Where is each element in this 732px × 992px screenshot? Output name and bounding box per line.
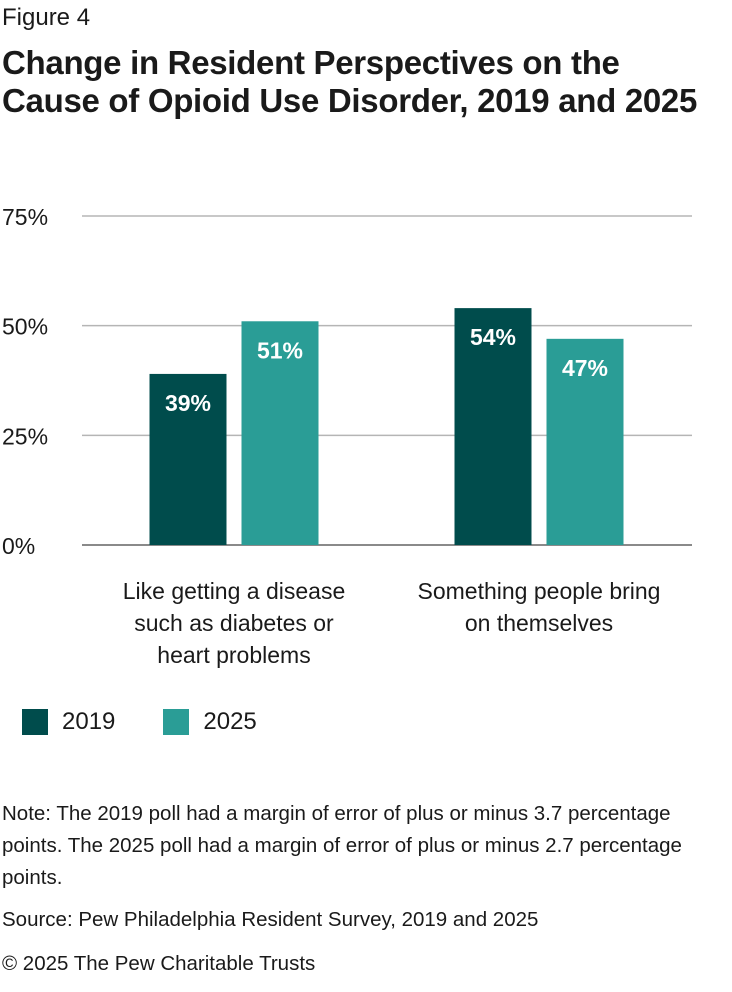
y-axis-ticks: 0% 25% 50% 75% xyxy=(2,204,48,559)
copyright-text: © 2025 The Pew Charitable Trusts xyxy=(2,952,316,975)
bar-chart: 0% 25% 50% 75% 39% 54% 51% 47% Like getting a … xyxy=(2,204,692,668)
footnotes: Note: The 2019 poll had a margin of erro… xyxy=(2,798,702,992)
x-category-label: on themselves xyxy=(465,610,613,636)
x-axis-categories: Like getting a disease such as diabetes o… xyxy=(123,578,661,668)
legend-item-2019: 2019 xyxy=(22,708,115,736)
legend-label-2025: 2025 xyxy=(203,708,257,735)
y-tick-label: 0% xyxy=(2,533,35,559)
y-tick-label: 50% xyxy=(2,314,48,340)
legend-item-2025: 2025 xyxy=(163,708,257,736)
legend: 2019 2025 xyxy=(22,708,305,736)
note-text: Note: The 2019 poll had a margin of erro… xyxy=(2,802,682,889)
bars xyxy=(149,308,624,545)
y-tick-label: 75% xyxy=(2,204,48,230)
data-labels: 39% 54% 51% 47% xyxy=(165,324,608,416)
source-text: Source: Pew Philadelphia Resident Survey… xyxy=(2,908,539,931)
bar-2025-1 xyxy=(546,338,624,545)
bar-2019-0 xyxy=(149,373,227,545)
x-category-label: heart problems xyxy=(157,642,310,668)
data-label-2025-1: 47% xyxy=(562,355,608,381)
y-tick-label: 25% xyxy=(2,423,48,449)
legend-swatch-2025 xyxy=(163,709,190,735)
figure-label: Figure 4 xyxy=(2,4,91,31)
bar-2025-0 xyxy=(241,321,319,545)
x-category-label: Like getting a disease xyxy=(123,578,346,604)
data-label-2019-0: 39% xyxy=(165,390,211,416)
legend-label-2019: 2019 xyxy=(62,708,116,735)
bar-2019-1 xyxy=(454,308,532,545)
data-label-2019-1: 54% xyxy=(470,324,516,350)
x-category-label: such as diabetes or xyxy=(134,610,334,636)
legend-swatch-2019 xyxy=(22,709,48,735)
data-label-2025-0: 51% xyxy=(257,337,303,363)
chart-title: Change in Resident Perspectives on the C… xyxy=(2,44,698,119)
x-category-label: Something people bring xyxy=(418,578,661,604)
